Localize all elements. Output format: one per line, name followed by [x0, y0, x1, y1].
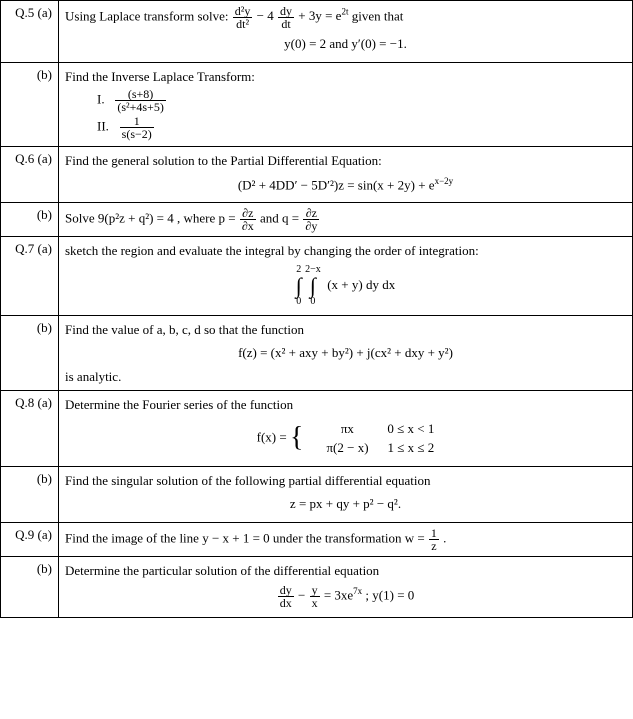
- table-row: (b) Find the singular solution of the fo…: [1, 466, 633, 522]
- q8a-piecewise: f(x) = { πx0 ≤ x < 1 π(2 − x)1 ≤ x ≤ 2: [65, 419, 626, 458]
- q5b-item2: II. 1s(s−2): [97, 115, 626, 140]
- table-row: (b) Find the value of a, b, c, d so that…: [1, 315, 633, 391]
- table-row: Q.5 (a) Using Laplace transform solve: d…: [1, 1, 633, 63]
- brace-icon: {: [290, 424, 303, 452]
- q-label: (b): [37, 207, 52, 222]
- q-label: (b): [37, 471, 52, 486]
- q7b-text-pre: Find the value of a, b, c, d so that the…: [65, 320, 626, 340]
- q5a-given: given that: [352, 8, 404, 23]
- q-label: (b): [37, 320, 52, 335]
- q5a-text-pre: Using Laplace transform solve:: [65, 8, 232, 23]
- q5b-text: Find the Inverse Laplace Transform:: [65, 67, 626, 87]
- q8b-text: Find the singular solution of the follow…: [65, 471, 626, 491]
- q9b-text: Determine the particular solution of the…: [65, 561, 626, 581]
- q7a-integral: 2∫0 2−x∫0 (x + y) dy dx: [65, 265, 626, 307]
- q7a-text: sketch the region and evaluate the integ…: [65, 241, 626, 261]
- q5a-ic: y(0) = 2 and y′(0) = −1.: [65, 34, 626, 54]
- q6a-text: Find the general solution to the Partial…: [65, 151, 626, 171]
- q5b-item1: I. (s+8)(s²+4s+5): [97, 88, 626, 113]
- q9b-eq: dydx − yx = 3xe7x ; y(1) = 0: [65, 584, 626, 609]
- q-label: (b): [37, 67, 52, 82]
- table-row: (b) Solve 9(p²z + q²) = 4 , where p = ∂z…: [1, 203, 633, 237]
- q-label: Q.7 (a): [15, 241, 52, 256]
- table-row: Q.7 (a) sketch the region and evaluate t…: [1, 237, 633, 316]
- q-label: Q.8 (a): [15, 395, 52, 410]
- q5a-eq: d²ydt² − 4 dydt + 3y = e2t: [232, 8, 352, 23]
- q-label: Q.6 (a): [15, 151, 52, 166]
- table-row: Q.8 (a) Determine the Fourier series of …: [1, 391, 633, 467]
- q-label: Q.5 (a): [15, 5, 52, 20]
- table-row: (b) Determine the particular solution of…: [1, 556, 633, 618]
- q-label: (b): [37, 561, 52, 576]
- table-row: Q.9 (a) Find the image of the line y − x…: [1, 522, 633, 556]
- q6a-eq: (D² + 4DD′ − 5D′²)z = sin(x + 2y) + ex−2…: [65, 175, 626, 195]
- q9a-text: Find the image of the line y − x + 1 = 0…: [65, 530, 428, 545]
- q-label: Q.9 (a): [15, 527, 52, 542]
- table-row: (b) Find the Inverse Laplace Transform: …: [1, 62, 633, 147]
- q8b-eq: z = px + qy + p² − q².: [65, 494, 626, 514]
- q7b-eq: f(z) = (x² + axy + by²) + j(cx² + dxy + …: [65, 343, 626, 363]
- q6b-text: Solve 9(p²z + q²) = 4 , where p =: [65, 211, 239, 226]
- question-table: Q.5 (a) Using Laplace transform solve: d…: [0, 0, 633, 618]
- q7b-text-post: is analytic.: [65, 367, 626, 387]
- table-row: Q.6 (a) Find the general solution to the…: [1, 147, 633, 203]
- q8a-text: Determine the Fourier series of the func…: [65, 395, 626, 415]
